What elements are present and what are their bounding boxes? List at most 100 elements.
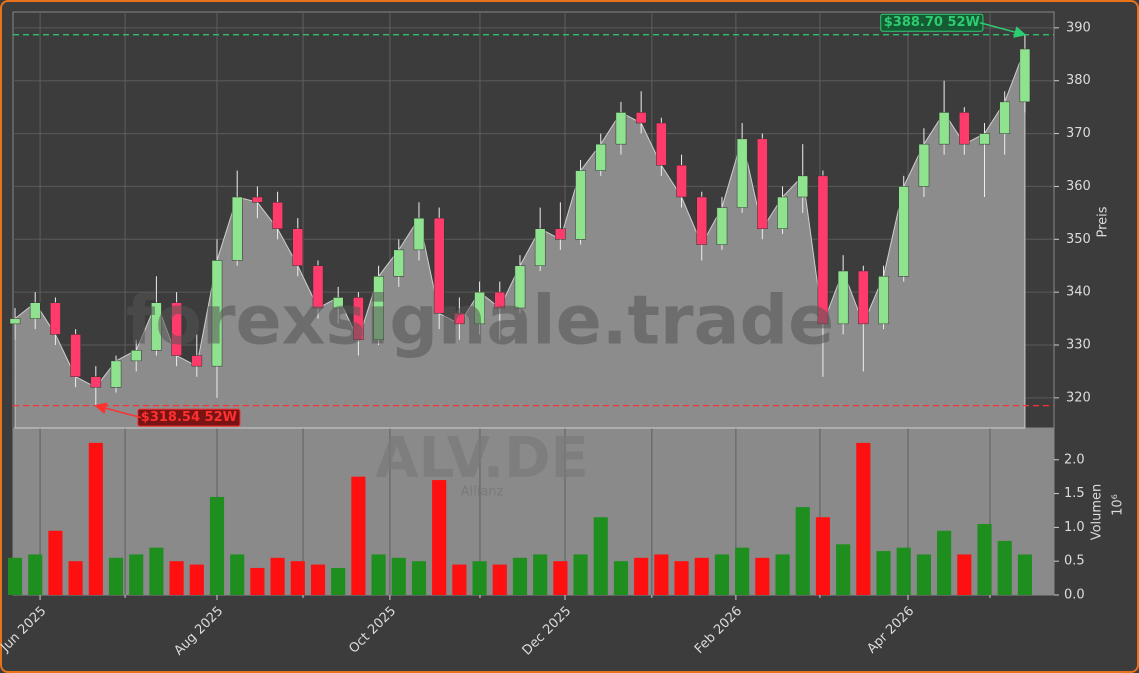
volume-bar	[432, 480, 447, 595]
candle-body	[514, 265, 526, 309]
candle-body	[393, 249, 405, 277]
volume-bar	[836, 544, 851, 595]
volume-bar	[977, 524, 992, 595]
y-axis-label: Preis	[1096, 206, 1111, 237]
volume-multiplier: 10⁶	[1111, 494, 1126, 516]
candle-body	[353, 297, 364, 340]
volume-bar	[815, 517, 831, 595]
candle-body	[817, 175, 829, 325]
volume-bar	[68, 561, 83, 595]
volume-tick-label: 1.0	[1064, 520, 1085, 535]
candle-body	[29, 302, 41, 319]
volume-bar	[492, 564, 507, 595]
y-tick-label: 380	[1066, 73, 1091, 88]
volume-bar	[250, 567, 265, 595]
y-tick-label: 340	[1066, 285, 1091, 300]
volume-bar	[957, 554, 972, 595]
candle-body	[615, 112, 627, 145]
candle-body	[272, 202, 283, 229]
candle-body	[696, 196, 708, 245]
candle-body	[534, 228, 546, 266]
x-tick-label: Apr 2026	[864, 604, 917, 657]
y-tick-label: 330	[1066, 338, 1091, 353]
candle-body	[979, 133, 990, 145]
y-tick-label: 320	[1066, 390, 1091, 405]
annotation-box	[137, 408, 241, 427]
candle-body	[918, 143, 930, 187]
annotation-label: $318.54 52W	[141, 410, 237, 425]
candle-body	[656, 122, 667, 166]
candle-body	[211, 260, 223, 367]
watermark: forexsignale.trade	[126, 282, 835, 361]
volume-bar	[310, 564, 326, 595]
volume-bar	[7, 557, 23, 595]
volume-bar	[674, 561, 689, 595]
candle-body	[837, 270, 849, 325]
candle-body	[635, 112, 647, 124]
candle-body	[252, 196, 263, 203]
volume-bar	[714, 554, 730, 595]
volume-bar	[371, 554, 386, 595]
candle-body	[9, 318, 21, 325]
watermark-company: Allianz	[461, 485, 504, 500]
candle-body	[494, 291, 506, 309]
volume-bar	[290, 561, 305, 595]
candle-body	[171, 302, 182, 356]
annotation-arrow	[94, 402, 142, 419]
volume-bar	[189, 564, 204, 595]
candle-body	[757, 138, 768, 229]
volume-bar	[149, 547, 164, 595]
candle-body	[736, 138, 748, 208]
volume-bar	[512, 557, 528, 595]
candle-body	[433, 217, 445, 314]
candle-body	[595, 143, 607, 171]
volume-bar	[351, 476, 366, 595]
y-tick-label: 390	[1066, 20, 1091, 35]
volume-bar	[169, 561, 184, 595]
volume-bar	[896, 547, 911, 595]
volume-bar	[108, 557, 124, 595]
candle-body	[90, 376, 102, 388]
volume-bar	[735, 547, 750, 595]
candle-body	[454, 313, 465, 325]
candle-body	[70, 334, 81, 377]
candle-body	[959, 112, 970, 145]
volume-bar	[129, 554, 144, 595]
candle-body	[292, 228, 304, 266]
volume-bar	[694, 557, 709, 595]
volume-bar	[533, 554, 548, 595]
volume-bar	[755, 557, 770, 595]
candle-body	[878, 276, 889, 325]
volume-bar	[997, 540, 1012, 595]
volume-bar	[553, 561, 568, 595]
candle-body	[231, 196, 243, 261]
candle-body	[312, 265, 324, 309]
annotation-box	[880, 13, 984, 32]
annotation-label: $388.70 52W	[884, 15, 980, 30]
volume-bar	[452, 564, 467, 595]
x-tick-label: Dec 2025	[520, 604, 575, 659]
volume-bar	[391, 557, 406, 595]
volume-bar	[472, 561, 487, 595]
volume-bar	[573, 554, 588, 595]
candle-body	[1019, 48, 1031, 103]
volume-bar	[775, 554, 790, 595]
y-tick-label: 350	[1066, 232, 1091, 247]
x-tick-label: Oct 2025	[346, 604, 399, 657]
volume-bar	[856, 442, 871, 595]
volume-tick-label: 0.5	[1064, 554, 1085, 569]
volume-bar	[1017, 554, 1032, 595]
volume-bar	[613, 561, 629, 595]
y-tick-label: 370	[1066, 126, 1091, 141]
volume-bar	[654, 554, 669, 595]
x-tick-label: Feb 2026	[692, 604, 745, 657]
volume-axis-label: Volumen	[1090, 484, 1105, 541]
candle-body	[50, 302, 61, 335]
candle-body	[332, 297, 344, 309]
candle-body	[151, 302, 162, 351]
volume-bar	[48, 530, 63, 595]
candle-body	[373, 276, 384, 340]
candle-body	[797, 175, 809, 198]
volume-bar	[937, 530, 952, 595]
